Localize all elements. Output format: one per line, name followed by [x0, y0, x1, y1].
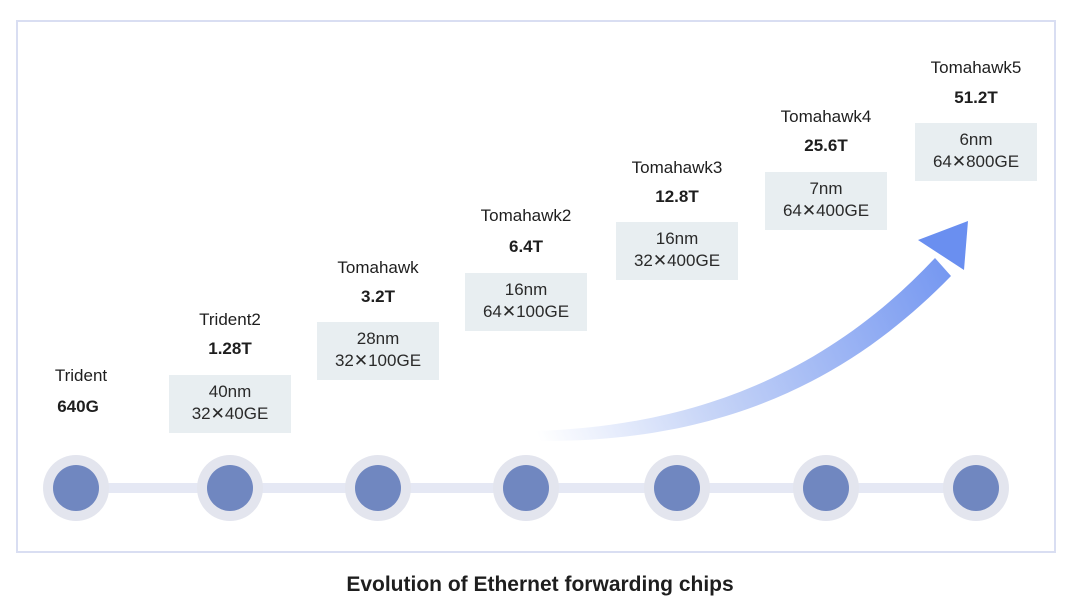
- chip-port-config: 64✕100GE: [482, 302, 570, 321]
- chip-port-config: 64✕400GE: [782, 201, 870, 220]
- chip-capacity: 640G: [57, 397, 99, 416]
- chip-name: Tomahawk4: [780, 107, 872, 126]
- chip-spec-box: 16nm 64✕100GE: [465, 273, 587, 331]
- chip-capacity: 3.2T: [360, 287, 396, 306]
- chip-name: Trident: [54, 366, 108, 385]
- chip-name: Trident2: [199, 310, 261, 329]
- chip-name: Tomahawk5: [930, 58, 1022, 77]
- chip-name: Tomahawk: [337, 258, 419, 277]
- chip-capacity: 6.4T: [508, 237, 544, 256]
- timeline-node: [345, 455, 411, 521]
- timeline-node-dot: [654, 465, 700, 511]
- timeline-node: [644, 455, 710, 521]
- chip-process-node: 7nm: [809, 179, 843, 198]
- chip-process-node: 16nm: [504, 280, 548, 299]
- chip-name: Tomahawk3: [631, 158, 723, 177]
- chip-capacity: 1.28T: [208, 339, 252, 358]
- chip-process-node: 6nm: [959, 130, 993, 149]
- chip-capacity: 51.2T: [954, 88, 998, 107]
- timeline-node-dot: [207, 465, 253, 511]
- chip-spec-box: 40nm 32✕40GE: [169, 375, 291, 433]
- diagram-caption: Evolution of Ethernet forwarding chips: [346, 573, 734, 596]
- chip-capacity: 12.8T: [655, 187, 699, 206]
- chip-capacity: 25.6T: [804, 136, 848, 155]
- chip-process-node: 28nm: [356, 329, 400, 348]
- timeline-node-dot: [953, 465, 999, 511]
- growth-arrow-body: [535, 258, 951, 442]
- chip-process-node: 40nm: [208, 382, 252, 401]
- chip-spec-box: 28nm 32✕100GE: [317, 322, 439, 380]
- chip-name: Tomahawk2: [480, 206, 572, 225]
- timeline-node-dot: [53, 465, 99, 511]
- timeline-node: [793, 455, 859, 521]
- chip-spec-box: 7nm 64✕400GE: [765, 172, 887, 230]
- chip-spec-box: 6nm 64✕800GE: [915, 123, 1037, 181]
- timeline-node-dot: [803, 465, 849, 511]
- timeline-node: [943, 455, 1009, 521]
- timeline-node: [197, 455, 263, 521]
- chip-process-node: 16nm: [655, 229, 699, 248]
- timeline-node: [43, 455, 109, 521]
- chip-port-config: 32✕40GE: [191, 404, 269, 423]
- timeline-node: [493, 455, 559, 521]
- chip-spec-box: 16nm 32✕400GE: [616, 222, 738, 280]
- timeline-node-dot: [503, 465, 549, 511]
- chip-port-config: 32✕400GE: [633, 251, 721, 270]
- growth-arrow-head: [918, 221, 968, 270]
- chip-port-config: 64✕800GE: [932, 152, 1020, 171]
- timeline-node-dot: [355, 465, 401, 511]
- chip-port-config: 32✕100GE: [334, 351, 422, 370]
